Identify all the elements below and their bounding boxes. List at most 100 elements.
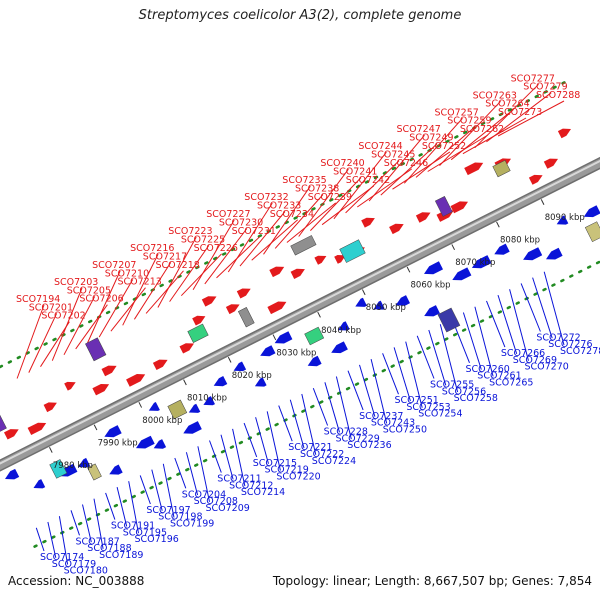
backbone-bar	[0, 158, 600, 470]
forward-gene-label: SCO7232	[244, 192, 288, 203]
domain-box	[0, 410, 7, 436]
sequence-backbone	[0, 156, 600, 472]
reverse-gene-label: SCO7276	[548, 339, 592, 350]
forward-gene-label: SCO7238	[295, 184, 339, 195]
forward-leader-line	[239, 211, 286, 267]
reverse-leader-line	[532, 277, 553, 339]
forward-gene-label: SCO7279	[523, 82, 567, 93]
forward-gene-label: SCO7194	[16, 294, 60, 305]
forward-leader-line	[16, 304, 45, 379]
reverse-leader-line	[405, 341, 423, 408]
forward-gene-arrow	[236, 288, 251, 299]
domain-box	[492, 159, 511, 178]
forward-gene-label: SCO7226	[194, 243, 238, 254]
reverse-gene-label: SCO7260	[466, 364, 510, 375]
reverse-gene-label: SCO7197	[146, 505, 190, 516]
reverse-gene-arrow	[424, 305, 440, 317]
forward-gene-label: SCO7239	[308, 192, 352, 203]
forward-gene-label: SCO7216	[130, 243, 174, 254]
reverse-gene-label: SCO7211	[217, 474, 261, 485]
forward-gene-label: SCO7288	[536, 90, 580, 101]
forward-gene-arrow	[126, 374, 146, 387]
scale-tick-mark	[540, 199, 545, 205]
forward-gene-label: SCO7223	[168, 226, 212, 237]
reverse-leader-line	[543, 271, 565, 346]
reverse-leader-line	[185, 452, 199, 496]
forward-gene-arrow	[225, 304, 240, 315]
forward-leader-line	[40, 321, 70, 367]
forward-leader-line	[227, 202, 273, 273]
reverse-gene-label: SCO7237	[359, 411, 403, 422]
reverse-gene-label: SCO7251	[395, 395, 439, 406]
scale-tick-mark	[317, 311, 321, 318]
forward-leader-line	[321, 185, 375, 226]
reverse-gene-label: SCO7258	[454, 393, 498, 404]
reverse-leader-line	[428, 329, 447, 386]
forward-leader-line	[263, 185, 311, 255]
forward-leader-line	[392, 151, 451, 190]
reverse-leader-line	[486, 300, 506, 348]
forward-gene-label: SCO7203	[54, 277, 98, 288]
forward-gene-label: SCO7227	[206, 209, 250, 220]
domain-box	[434, 196, 453, 217]
reverse-leader-line	[243, 422, 258, 458]
gene-features	[0, 128, 600, 489]
reverse-leader-line	[93, 498, 104, 549]
forward-gene-label: SCO7244	[358, 141, 402, 152]
forward-gene-arrow	[269, 266, 285, 278]
forward-gene-arrow	[290, 268, 305, 279]
forward-gene-arrow	[557, 128, 571, 139]
scale-tick-label: 8050 kbp	[366, 303, 406, 313]
reverse-gene-label: SCO7188	[87, 543, 131, 554]
reverse-gene-label: SCO7215	[253, 458, 297, 469]
reverse-gene-arrow	[274, 331, 293, 344]
reverse-gene-label: SCO7204	[182, 489, 226, 500]
reverse-leader-line	[497, 294, 518, 355]
forward-gene-label: SCO7233	[257, 201, 301, 212]
reverse-leader-line	[335, 376, 352, 440]
reverse-gene-arrow	[494, 243, 510, 255]
reverse-leader-line	[382, 353, 399, 395]
genome-title: Streptomyces coelicolor A3(2), complete …	[138, 8, 462, 23]
reverse-gene-arrow	[188, 403, 201, 413]
reverse-leader-line	[347, 370, 364, 411]
domain-box	[85, 337, 107, 362]
forward-gene-label: SCO7259	[447, 116, 491, 127]
scale-tick-label: 8000 kbp	[142, 416, 182, 426]
scale-tick-mark	[49, 447, 53, 453]
reverse-gene-arrow	[148, 402, 160, 411]
reverse-leader-line	[474, 306, 494, 377]
label-leaders	[16, 83, 565, 565]
reverse-gene-label: SCO7191	[111, 521, 155, 532]
reverse-gene-arrow	[395, 295, 410, 306]
reverse-gene-arrow	[546, 247, 563, 260]
reverse-leader-line	[151, 469, 163, 511]
reverse-gene-label: SCO7174	[40, 552, 84, 563]
topology-text: Topology: linear; Length: 8,667,507 bp; …	[272, 574, 592, 588]
forward-leader-line	[286, 202, 337, 243]
forward-leader-line	[63, 296, 96, 356]
accession-text: Accession: NC_003888	[8, 574, 145, 588]
reverse-gene-arrow	[203, 396, 215, 406]
reverse-leader-line	[82, 504, 92, 543]
forward-gene-label: SCO7277	[511, 73, 555, 84]
forward-leader-line	[439, 100, 501, 166]
domain-box	[290, 235, 317, 256]
reverse-leader-line	[58, 516, 69, 565]
forward-gene-arrow	[4, 429, 19, 440]
reverse-leader-line	[47, 521, 57, 558]
reverse-gene-label: SCO7250	[383, 424, 427, 435]
forward-leader-line	[169, 245, 210, 302]
forward-leader-line	[133, 262, 172, 320]
forward-gene-label: SCO7230	[219, 218, 263, 229]
reverse-gene-label: SCO7243	[371, 418, 415, 429]
forward-leader-line	[51, 287, 83, 361]
scale-tick-label: 8060 kbp	[411, 281, 451, 291]
reverse-gene-label: SCO7209	[206, 503, 250, 514]
forward-gene-arrow	[450, 201, 468, 214]
forward-gene-label: SCO7201	[29, 302, 73, 313]
forward-leader-line	[310, 177, 362, 231]
reverse-gene-arrow	[424, 261, 443, 275]
reverse-gene-label: SCO7222	[300, 449, 344, 460]
